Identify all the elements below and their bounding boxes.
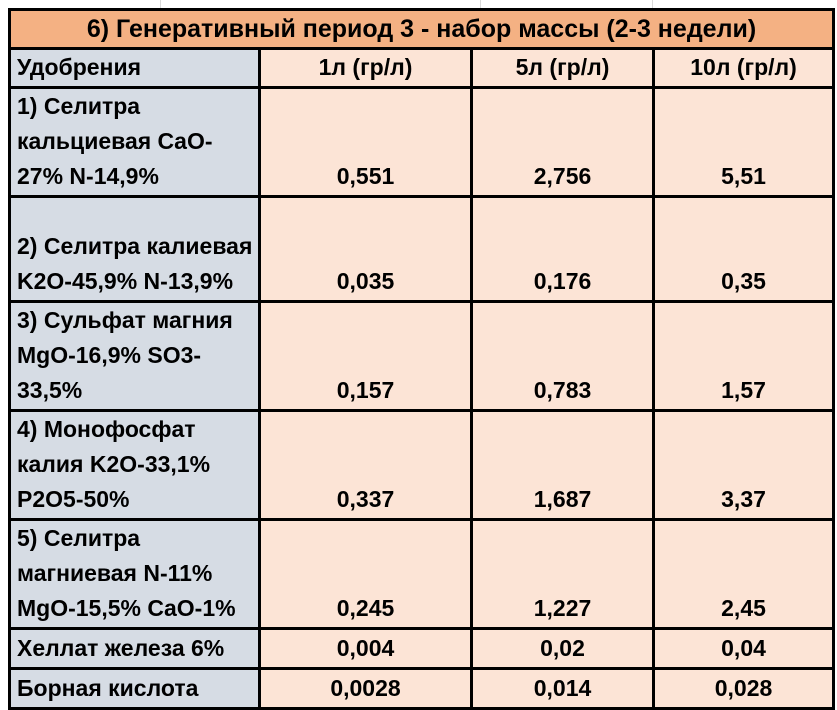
gridline: [160, 0, 161, 9]
table-row-magnesium-nitrate: 5) Селитра магниевая N-11% MgO-15,5% CaO…: [8, 518, 836, 630]
dose-value-5l[interactable]: 0,176: [470, 195, 655, 303]
gridline: [480, 0, 481, 9]
dose-value-1l[interactable]: 0,551: [258, 86, 473, 198]
dose-value-5l[interactable]: 0,014: [470, 667, 655, 710]
column-header-fertilizers[interactable]: Удобрения: [8, 47, 261, 89]
table-row-calcium-nitrate: 1) Селитра кальциевая CaO- 27% N-14,9% 0…: [8, 86, 836, 198]
dose-value-5l[interactable]: 1,227: [470, 518, 655, 630]
dose-value-10l[interactable]: 0,028: [651, 667, 836, 710]
gridline: [652, 0, 653, 9]
fertilizer-label[interactable]: Борная кислота: [8, 667, 261, 710]
fertilizer-label[interactable]: 1) Селитра кальциевая CaO- 27% N-14,9%: [8, 86, 261, 198]
table-title-row: 6) Генеративный период 3 - набор массы (…: [7, 8, 836, 50]
dose-value-1l[interactable]: 0,157: [258, 300, 473, 412]
dose-value-1l[interactable]: 0,004: [258, 627, 473, 670]
dose-value-10l[interactable]: 3,37: [651, 409, 836, 521]
column-header-1l[interactable]: 1л (гр/л): [258, 47, 473, 89]
dose-value-5l[interactable]: 2,756: [470, 86, 655, 198]
dose-value-1l[interactable]: 0,035: [258, 195, 473, 303]
fertilizer-label[interactable]: 2) Селитра калиевая K2O-45,9% N-13,9%: [8, 195, 261, 303]
table-row-iron-chelate: Хеллат железа 6% 0,004 0,02 0,04: [8, 627, 836, 670]
fertilizer-dosing-table: 6) Генеративный период 3 - набор массы (…: [7, 8, 836, 710]
table-row-monopotassium-phosphate: 4) Монофосфат калия K2O-33,1% P2O5-50% 0…: [8, 409, 836, 521]
fertilizer-label[interactable]: Хеллат железа 6%: [8, 627, 261, 670]
table-row-potassium-nitrate: 2) Селитра калиевая K2O-45,9% N-13,9% 0,…: [8, 195, 836, 303]
fertilizer-label[interactable]: 3) Сульфат магния MgO-16,9% SO3- 33,5%: [8, 300, 261, 412]
dose-value-1l[interactable]: 0,337: [258, 409, 473, 521]
table-row-boric-acid: Борная кислота 0,0028 0,014 0,028: [8, 667, 836, 710]
dose-value-5l[interactable]: 0,783: [470, 300, 655, 412]
fertilizer-label[interactable]: 4) Монофосфат калия K2O-33,1% P2O5-50%: [8, 409, 261, 521]
fertilizer-label[interactable]: 5) Селитра магниевая N-11% MgO-15,5% CaO…: [8, 518, 261, 630]
table-title[interactable]: 6) Генеративный период 3 - набор массы (…: [7, 8, 836, 50]
table-row-magnesium-sulfate: 3) Сульфат магния MgO-16,9% SO3- 33,5% 0…: [8, 300, 836, 412]
dose-value-1l[interactable]: 0,0028: [258, 667, 473, 710]
table-header-row: Удобрения 1л (гр/л) 5л (гр/л) 10л (гр/л): [8, 47, 836, 89]
dose-value-10l[interactable]: 0,35: [651, 195, 836, 303]
dose-value-5l[interactable]: 0,02: [470, 627, 655, 670]
dose-value-10l[interactable]: 0,04: [651, 627, 836, 670]
dose-value-10l[interactable]: 1,57: [651, 300, 836, 412]
dose-value-5l[interactable]: 1,687: [470, 409, 655, 521]
column-header-10l[interactable]: 10л (гр/л): [651, 47, 836, 89]
dose-value-1l[interactable]: 0,245: [258, 518, 473, 630]
dose-value-10l[interactable]: 5,51: [651, 86, 836, 198]
dose-value-10l[interactable]: 2,45: [651, 518, 836, 630]
column-header-5l[interactable]: 5л (гр/л): [470, 47, 655, 89]
